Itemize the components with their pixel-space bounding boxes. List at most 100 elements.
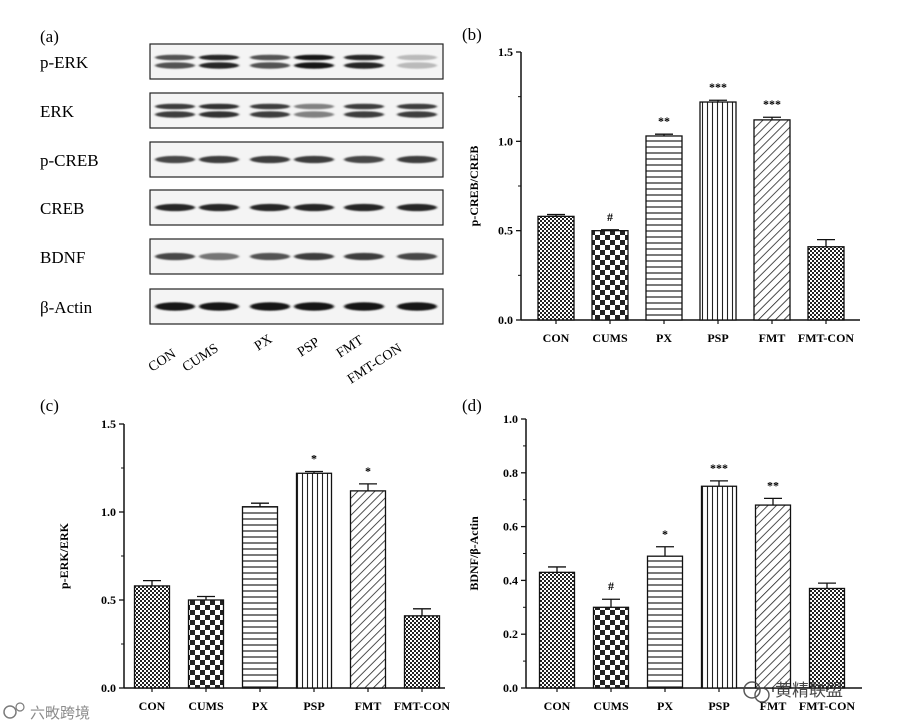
blot-band — [199, 62, 239, 69]
blot-band — [344, 302, 384, 311]
blot-band — [155, 155, 195, 164]
y-tick-label: 0.0 — [503, 681, 518, 695]
blot-band — [344, 103, 384, 110]
category-label: PSP — [707, 331, 728, 345]
blot-box-0 — [149, 43, 444, 80]
blot-row-label: β-Actin — [40, 298, 93, 317]
category-label: PX — [657, 699, 673, 713]
blot-band — [397, 103, 437, 110]
category-label: FMT-CON — [394, 699, 451, 713]
blot-band — [397, 155, 437, 164]
bar-con — [538, 571, 576, 689]
watermark-right-text: 黄精联盟 — [775, 681, 843, 701]
bar-con — [537, 215, 575, 321]
wechat-icon — [743, 681, 761, 699]
significance-marker: # — [608, 579, 614, 593]
watermark-logo-icon — [3, 705, 17, 719]
watermark-right: 黄精联盟 — [743, 681, 843, 703]
blot-row-label: p-CREB — [40, 151, 99, 170]
category-label: PX — [656, 331, 672, 345]
blot-band — [397, 111, 437, 118]
y-tick-label: 0.5 — [101, 593, 116, 607]
blot-band — [155, 302, 195, 311]
significance-marker: * — [311, 452, 317, 466]
category-label: CON — [544, 699, 571, 713]
western-blot: p-ERK ERK p-CREB CREB BDNF β-Actin CON CUMS PX PS… — [40, 43, 444, 387]
blot-band — [155, 111, 195, 118]
blot-band — [397, 54, 437, 61]
blot-band — [294, 203, 334, 212]
blot-band — [250, 155, 290, 164]
blot-band — [250, 103, 290, 110]
bar-cums — [592, 606, 630, 689]
category-label: PSP — [303, 699, 324, 713]
bar-px — [241, 506, 279, 689]
y-tick-label: 1.0 — [101, 505, 116, 519]
blot-band — [294, 111, 334, 118]
bar-con — [133, 585, 171, 689]
y-tick-label: 0.0 — [498, 313, 513, 327]
significance-marker: *** — [763, 97, 781, 111]
lane-label-psp: PSP — [295, 335, 323, 360]
category-label: FMT — [355, 699, 382, 713]
category-label: PX — [252, 699, 268, 713]
blot-band — [344, 62, 384, 69]
significance-marker: *** — [709, 80, 727, 94]
chart-p-creb-creb: 0.0 0.5 1.0 1.5 p-CREB/CREB CON # CUMS ** PX *** PS… — [467, 45, 860, 345]
category-label: CON — [139, 699, 166, 713]
y-axis-label: p-CREB/CREB — [467, 146, 481, 227]
y-tick-label: 0.2 — [503, 627, 518, 641]
blot-band — [344, 252, 384, 261]
panel-label-c: (c) — [40, 396, 59, 415]
y-tick-label: 0.4 — [503, 573, 518, 587]
significance-marker: # — [607, 210, 613, 224]
blot-band — [344, 155, 384, 164]
blot-band — [155, 252, 195, 261]
blot-band — [199, 155, 239, 164]
watermark-left: 六畋跨境 — [3, 702, 90, 722]
bar-cums — [591, 230, 629, 321]
panel-label-a: (a) — [40, 27, 59, 46]
category-label: PSP — [708, 699, 729, 713]
blot-row-label: CREB — [40, 199, 84, 218]
blot-band — [199, 302, 239, 311]
category-label: FMT — [759, 331, 786, 345]
bar-fmt-con — [403, 615, 441, 689]
y-axis-label: p-ERK/ERK — [57, 522, 71, 589]
blot-row-label: p-ERK — [40, 53, 89, 72]
y-tick-label: 0.6 — [503, 520, 518, 534]
blot-box-1 — [149, 92, 444, 129]
y-tick-label: 1.5 — [101, 417, 116, 431]
blot-band — [199, 54, 239, 61]
y-tick-label: 1.0 — [503, 412, 518, 426]
bar-cums — [187, 599, 225, 689]
category-label: CUMS — [593, 699, 629, 713]
category-label: FMT-CON — [798, 331, 855, 345]
bar-fmt — [754, 504, 792, 689]
blot-band — [294, 62, 334, 69]
chart-p-erk-erk: 0.0 0.5 1.0 1.5 p-ERK/ERK CON CUMS PX * PSP * FMT FM… — [57, 417, 450, 713]
chart-bdnf-actin: 0.0 0.2 0.4 0.6 0.8 1.0 BDNF/β-Actin CON # CUMS * P… — [467, 412, 862, 713]
panel-label-b: (b) — [462, 25, 482, 44]
panel-label-d: (d) — [462, 396, 482, 415]
bar-psp — [700, 485, 738, 689]
significance-marker: ** — [658, 114, 670, 128]
blot-band — [199, 203, 239, 212]
blot-band — [294, 252, 334, 261]
blot-band — [250, 252, 290, 261]
significance-marker: * — [365, 464, 371, 478]
blot-band — [344, 54, 384, 61]
lane-label-cums: CUMS — [180, 341, 221, 375]
y-axis-label: BDNF/β-Actin — [467, 516, 481, 591]
blot-row-label: ERK — [40, 102, 75, 121]
bar-psp — [295, 472, 333, 689]
bar-psp — [699, 101, 737, 321]
bar-fmt-con — [808, 587, 846, 689]
blot-band — [294, 155, 334, 164]
y-tick-label: 0.0 — [101, 681, 116, 695]
blot-band — [397, 302, 437, 311]
blot-band — [155, 103, 195, 110]
category-label: FMT-CON — [799, 699, 856, 713]
blot-band — [294, 103, 334, 110]
